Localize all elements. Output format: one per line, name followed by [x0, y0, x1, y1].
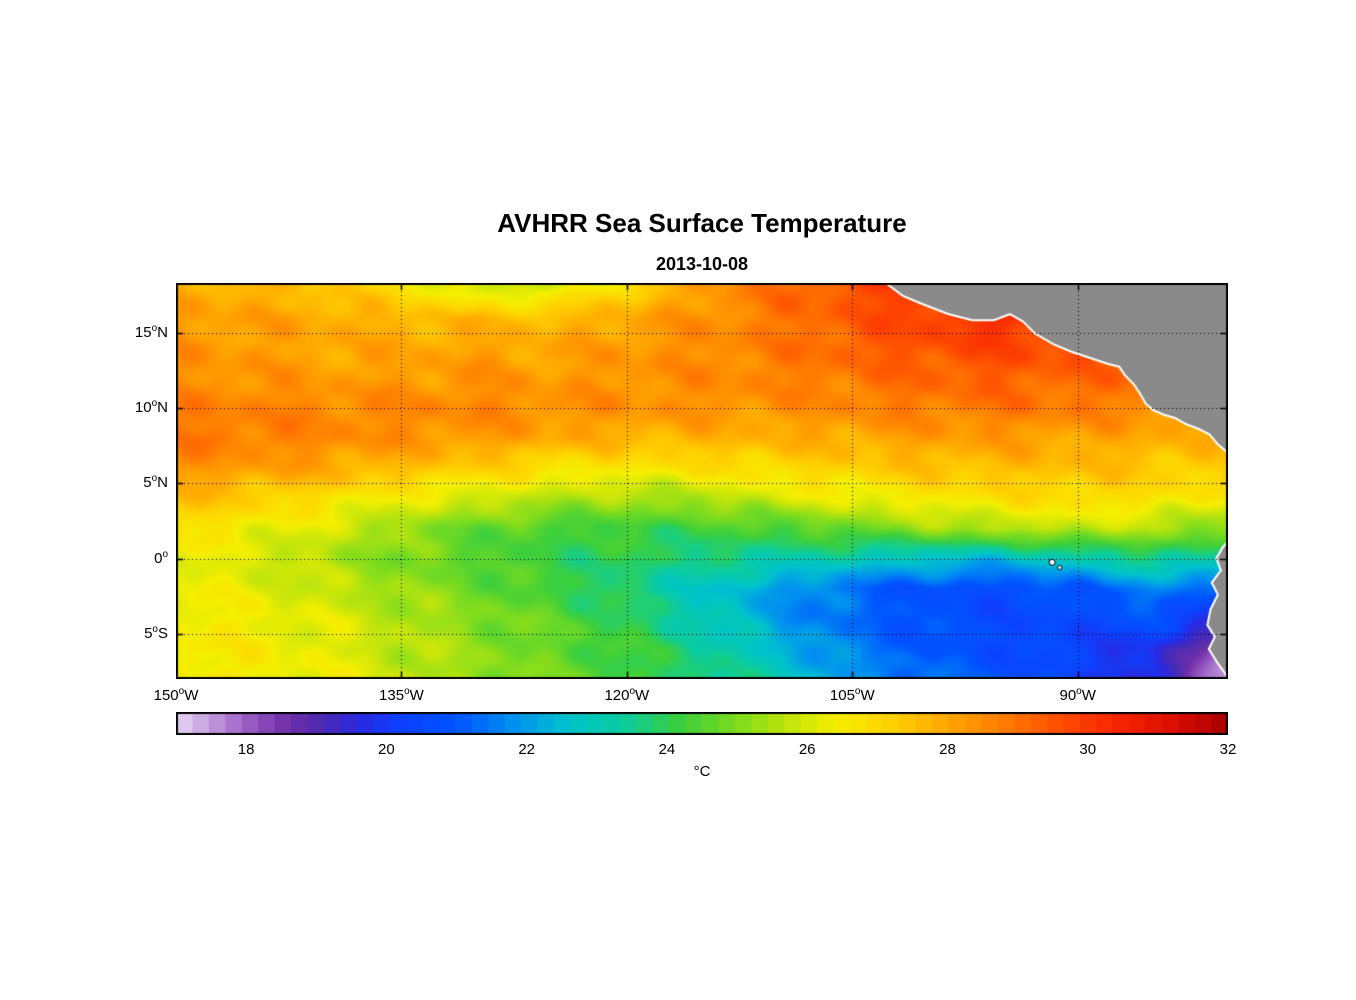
- colorbar-tick-label: 32: [1219, 741, 1237, 758]
- colorbar-tick-label: 24: [658, 741, 676, 758]
- colorbar-tick-label: 26: [798, 741, 816, 758]
- colorbar-tick-label: 28: [939, 741, 956, 758]
- x-axis-tick-label: 150oW: [153, 686, 199, 705]
- colorbar-tick-label: 30: [1079, 741, 1097, 758]
- colorbar-tick-label: 18: [237, 741, 255, 758]
- chart-title: AVHRR Sea Surface Temperature: [497, 208, 907, 238]
- colorbar-tick-label: 20: [378, 741, 395, 758]
- x-axis-tick-label: 105oW: [829, 686, 875, 705]
- y-axis-tick-label: 15oN: [134, 322, 168, 341]
- x-axis-tick-label: 135oW: [379, 686, 424, 705]
- colorbar-tick-label: 22: [518, 741, 535, 758]
- colorbar-unit-label: °C: [693, 763, 711, 780]
- chart-date-subtitle: 2013-10-08: [655, 254, 749, 274]
- y-axis-tick-label: 5oN: [143, 473, 168, 492]
- y-axis-tick-label: 5oS: [144, 623, 168, 642]
- y-axis-tick-label: 0o: [154, 548, 168, 567]
- colorbar-gradient: [176, 712, 1228, 735]
- y-axis-tick-label: 10oN: [134, 397, 168, 416]
- x-axis-tick-label: 90oW: [1059, 686, 1096, 705]
- x-axis-tick-label: 120oW: [604, 686, 650, 705]
- sst-heatmap-canvas: [176, 283, 1228, 679]
